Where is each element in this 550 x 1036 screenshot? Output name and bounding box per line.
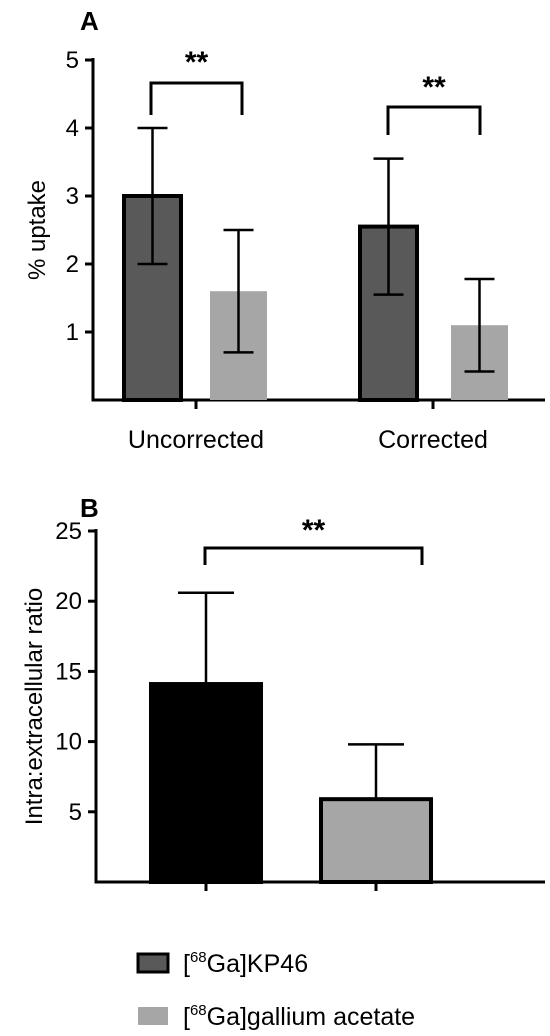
significance-bracket xyxy=(386,105,482,135)
legend-label-text: Ga]gallium acetate xyxy=(207,1003,415,1031)
legend-label-text: Ga]KP46 xyxy=(207,950,308,978)
significance-label: ** xyxy=(422,71,446,104)
y-axis-title: Intra:extracellular ratio xyxy=(21,588,48,825)
y-tick-label: 25 xyxy=(55,518,82,545)
legend-label: [68Ga]KP46 xyxy=(183,949,308,978)
y-tick-label: 1 xyxy=(66,319,79,346)
y-tick-label: 2 xyxy=(66,251,79,278)
significance-label: ** xyxy=(302,514,326,547)
y-tick-label: 3 xyxy=(66,183,79,210)
legend: [68Ga]KP46[68Ga]gallium acetate xyxy=(136,949,415,1031)
panel-b-letter: B xyxy=(80,493,99,523)
x-category-label: Uncorrected xyxy=(128,426,264,454)
legend-swatch xyxy=(138,1007,168,1025)
legend-label: [68Ga]gallium acetate xyxy=(183,1002,415,1031)
panel-a-letter: A xyxy=(80,6,99,36)
y-tick-label: 5 xyxy=(66,47,79,74)
y-tick-label: 15 xyxy=(55,658,82,685)
bar xyxy=(149,682,263,885)
y-tick-label: 10 xyxy=(55,729,82,756)
legend-label-superscript: 68 xyxy=(190,949,207,966)
panel-b: B 5 10 15 20 25 Intra:extracellular ratio ** xyxy=(21,493,545,891)
significance-bracket xyxy=(149,81,244,115)
significance-label: ** xyxy=(185,46,209,79)
legend-label-superscript: 68 xyxy=(190,1002,207,1019)
legend-label-bracket: [ xyxy=(183,950,190,978)
y-tick-label: 20 xyxy=(55,588,82,615)
y-tick-label: 5 xyxy=(69,799,82,826)
y-axis-title: % uptake xyxy=(24,180,51,280)
legend-label-bracket: [ xyxy=(183,1003,190,1031)
panel-a: A 1 2 3 4 5 % uptake Uncorrected Corrected ** ** xyxy=(24,6,545,454)
significance-bracket xyxy=(203,546,424,565)
bar xyxy=(319,797,433,884)
x-category-label: Corrected xyxy=(378,426,488,454)
y-tick-label: 4 xyxy=(66,115,79,142)
legend-swatch xyxy=(136,952,170,974)
